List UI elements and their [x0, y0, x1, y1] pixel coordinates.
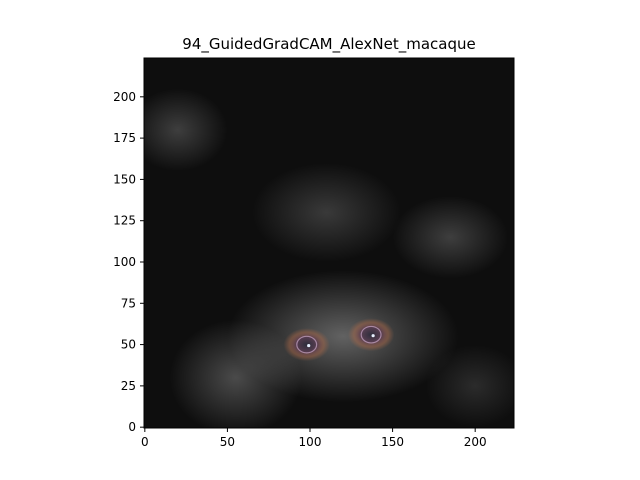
y-tick-label: 125: [113, 214, 136, 228]
x-tick-label: 0: [141, 435, 149, 449]
y-tick-label: 200: [113, 90, 136, 104]
saliency-image: [144, 88, 514, 428]
glow-region-5: [425, 344, 514, 428]
plot-frame: [143, 57, 515, 429]
y-axis: 0 25 50 75 100 125 150 175 200: [113, 90, 144, 434]
y-tick-label: 175: [113, 131, 136, 145]
glow-region-4: [392, 195, 509, 279]
x-tick-label: 50: [220, 435, 235, 449]
right-eye-highlight: [347, 318, 395, 352]
x-tick-label: 100: [299, 435, 322, 449]
chart-title: 94_GuidedGradCAM_AlexNet_macaque: [182, 35, 475, 54]
y-tick-label: 75: [121, 296, 136, 310]
x-tick-label: 200: [464, 435, 487, 449]
right-eye-glint: [371, 334, 375, 338]
y-tick-label: 50: [121, 338, 136, 352]
left-eye-ring: [296, 335, 318, 354]
x-tick-label: 150: [381, 435, 404, 449]
glow-region-3: [252, 162, 401, 262]
right-eye-ring: [360, 325, 382, 344]
y-tick-label: 25: [121, 379, 136, 393]
left-eye-glint: [307, 343, 311, 348]
glow-region-2: [144, 88, 228, 172]
y-tick-label: 150: [113, 172, 136, 186]
y-tick-label: 100: [113, 255, 136, 269]
x-axis: 0 50 100 150 200: [141, 428, 487, 449]
y-tick-label: 0: [128, 420, 136, 434]
left-eye-highlight: [283, 328, 330, 362]
glow-region-1: [169, 319, 302, 428]
